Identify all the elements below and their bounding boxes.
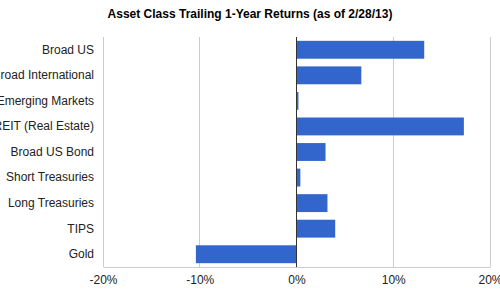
bars [196, 41, 464, 263]
chart: Asset Class Trailing 1-Year Returns (as … [0, 0, 500, 290]
y-axis: Broad US Broad International Emerging Mark… [0, 43, 103, 261]
y-tick: Emerging Markets [0, 94, 103, 108]
y-tick: Broad International [0, 68, 103, 82]
grid-line [199, 37, 200, 267]
y-tick: Broad US Bond [11, 145, 103, 159]
x-axis-line [104, 267, 491, 268]
y-tick-label: Broad International [0, 68, 94, 82]
y-tick-label: Broad US Bond [11, 145, 94, 159]
grid [103, 37, 490, 267]
x-tick-label: 0% [288, 273, 306, 287]
title: Asset Class Trailing 1-Year Returns (as … [108, 7, 393, 21]
y-tick: Short Treasuries [6, 170, 103, 184]
x-tick: -20% [89, 267, 117, 287]
x-tick-label: 20% [478, 273, 500, 287]
bar [297, 143, 326, 161]
bar [297, 169, 301, 187]
x-tick-label: -20% [89, 273, 117, 287]
y-tick-label: Short Treasuries [6, 170, 94, 184]
y-tick-label: Broad US [42, 43, 94, 57]
y-tick: Gold [69, 247, 103, 261]
grid-line [103, 37, 104, 267]
x-tick-label: -10% [186, 273, 214, 287]
bar [196, 245, 297, 263]
y-tick-label: Gold [69, 247, 94, 261]
x-axis: -20% -10% 0% 10% 20% [89, 267, 500, 287]
grid-line [393, 37, 394, 267]
plot: -20% -10% 0% 10% 20% Broad US Broad Internatio… [0, 37, 500, 287]
y-tick: TIPS [67, 222, 103, 236]
y-tick-label: REIT (Real Estate) [0, 119, 94, 133]
x-tick: 0% [288, 267, 306, 287]
grid-line [296, 37, 297, 267]
x-tick: 20% [478, 267, 500, 287]
grid-line [490, 37, 491, 267]
bar [297, 41, 425, 59]
y-tick-label: Emerging Markets [0, 94, 94, 108]
y-tick: Long Treasuries [8, 196, 103, 210]
y-tick: Broad US [42, 43, 103, 57]
bar [297, 220, 336, 238]
baseline [296, 37, 297, 267]
bar [297, 66, 362, 84]
bar [297, 194, 328, 212]
y-tick-label: Long Treasuries [8, 196, 94, 210]
x-tick: 10% [382, 267, 406, 287]
bar [297, 118, 464, 136]
x-tick: -10% [186, 267, 214, 287]
y-tick: REIT (Real Estate) [0, 119, 103, 133]
x-tick-label: 10% [382, 273, 406, 287]
y-tick-label: TIPS [67, 222, 94, 236]
chart-container: Asset Class Trailing 1-Year Returns (as … [0, 0, 500, 290]
